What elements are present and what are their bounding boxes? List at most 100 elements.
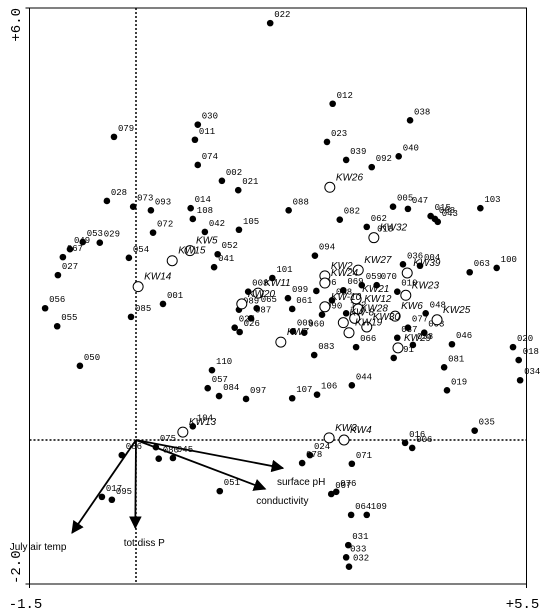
site-label: 074 xyxy=(202,152,218,162)
sample-label: KW19 xyxy=(355,318,383,329)
site-point xyxy=(208,366,216,374)
site-point xyxy=(266,19,274,27)
site-point xyxy=(218,177,226,185)
site-point xyxy=(404,324,412,331)
site-label: 034 xyxy=(524,367,540,377)
site-point xyxy=(477,204,484,212)
env-vector xyxy=(71,439,137,534)
site-label: 069 xyxy=(347,277,363,287)
site-point xyxy=(242,395,250,403)
site-point xyxy=(306,451,314,459)
site-point xyxy=(53,322,61,330)
site-point xyxy=(313,391,321,398)
sample-point xyxy=(252,287,264,299)
sample-label: KW29 xyxy=(404,333,432,344)
site-label: 071 xyxy=(356,451,372,461)
site-label: 041 xyxy=(218,254,234,264)
site-label: 083 xyxy=(318,342,334,352)
site-label: 026 xyxy=(244,319,260,329)
site-point xyxy=(289,327,297,335)
site-label: 044 xyxy=(356,372,372,382)
sample-label: KW27 xyxy=(364,255,392,266)
site-point xyxy=(96,239,104,247)
site-label: 066 xyxy=(360,334,376,344)
site-point xyxy=(152,443,160,451)
site-label: 023 xyxy=(331,129,347,139)
sample-label: KW39 xyxy=(413,258,441,269)
site-label: 030 xyxy=(202,112,218,122)
site-label: 091 xyxy=(398,345,414,355)
site-point xyxy=(342,309,350,317)
site-point xyxy=(300,329,308,337)
site-label: 103 xyxy=(484,195,500,205)
sample-label: KW25 xyxy=(443,305,471,316)
site-label: 067 xyxy=(67,244,83,254)
site-point xyxy=(408,444,416,452)
sample-point xyxy=(431,314,443,326)
site-label: 058 xyxy=(417,332,433,342)
site-label: 051 xyxy=(224,478,240,488)
site-label: 064 xyxy=(355,502,371,512)
sample-label: KW14 xyxy=(144,272,172,283)
site-label: 090 xyxy=(326,302,342,312)
site-label: 017 xyxy=(106,484,122,494)
site-point xyxy=(108,496,116,504)
site-point xyxy=(118,451,126,459)
site-point xyxy=(189,215,197,223)
site-point xyxy=(348,460,356,468)
site-point xyxy=(311,252,319,259)
site-label: 007 xyxy=(335,481,351,491)
site-label: 061 xyxy=(296,296,312,306)
env-vector xyxy=(135,439,285,473)
site-label: 047 xyxy=(412,196,428,206)
site-label: 084 xyxy=(223,383,239,393)
sample-label: KW-10 xyxy=(331,292,362,303)
sample-label: KW4 xyxy=(350,425,372,436)
site-label: 018 xyxy=(523,347,539,357)
site-point xyxy=(373,281,380,289)
site-point xyxy=(434,218,442,226)
sample-point xyxy=(368,232,380,244)
sample-point xyxy=(319,277,331,289)
site-label: 109 xyxy=(371,502,387,512)
site-label: 085 xyxy=(135,304,151,314)
site-point xyxy=(236,328,243,336)
sample-label: KW13 xyxy=(189,417,217,428)
site-label: 105 xyxy=(243,217,259,227)
sample-label: KW-8 xyxy=(349,308,374,319)
sample-point xyxy=(349,312,361,324)
site-point xyxy=(155,455,163,463)
site-label: 054 xyxy=(133,245,149,255)
sample-point xyxy=(352,303,364,315)
site-label: 053 xyxy=(87,229,103,239)
site-point xyxy=(389,203,397,211)
site-label: 078 xyxy=(306,450,322,460)
site-point xyxy=(54,271,62,279)
site-point xyxy=(204,384,212,392)
site-label: 001 xyxy=(167,291,183,301)
site-label: 059 xyxy=(366,272,382,282)
site-point xyxy=(129,203,137,211)
site-point xyxy=(393,334,401,342)
sample-label: KW21 xyxy=(362,284,389,295)
site-point xyxy=(210,263,218,271)
site-point xyxy=(348,381,356,389)
site-point xyxy=(440,363,448,371)
site-label: 035 xyxy=(479,418,495,428)
x-tick-label: -1.5 xyxy=(9,597,43,613)
site-point xyxy=(416,262,424,270)
sample-label: KW20 xyxy=(248,289,276,300)
site-label: 045 xyxy=(177,445,193,455)
site-label: 076 xyxy=(340,479,356,489)
site-label: 055 xyxy=(61,313,77,323)
vector-label: surface pH xyxy=(277,477,325,488)
site-point xyxy=(253,304,260,312)
sample-point xyxy=(132,281,144,293)
site-point xyxy=(466,268,474,276)
site-point xyxy=(344,541,352,549)
site-label: 082 xyxy=(344,207,360,217)
sample-label: KW3 xyxy=(335,423,357,434)
site-point xyxy=(313,287,320,295)
site-point xyxy=(342,554,350,561)
